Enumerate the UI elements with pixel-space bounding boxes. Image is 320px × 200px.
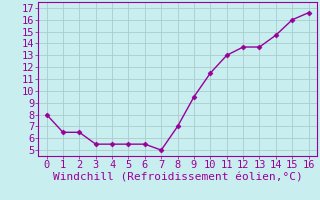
X-axis label: Windchill (Refroidissement éolien,°C): Windchill (Refroidissement éolien,°C): [53, 173, 302, 183]
